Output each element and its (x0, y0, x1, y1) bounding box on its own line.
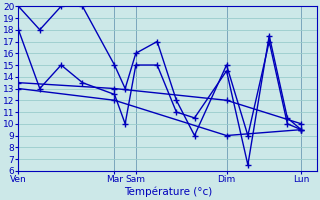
X-axis label: Température (°c): Température (°c) (124, 187, 212, 197)
